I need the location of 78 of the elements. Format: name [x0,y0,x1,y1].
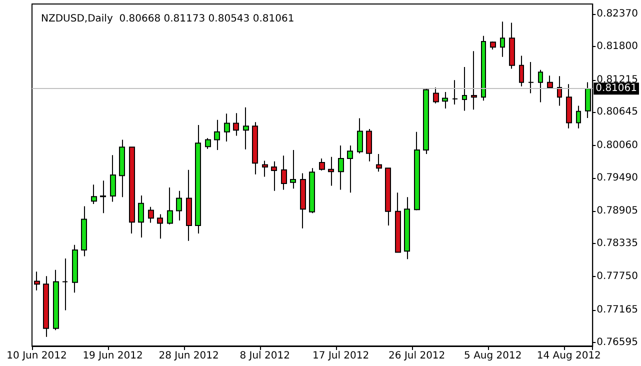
candlestick [519,55,524,87]
candlestick [262,160,268,178]
y-tick-label: 0.82370 [596,8,638,20]
candlestick [442,92,448,110]
text: NZDUSD,Daily 0.80668 0.81173 0.80543 0.81061 [41,14,294,24]
candlestick [300,172,306,229]
x-tick-label: 19 Jun 2012 [82,350,143,362]
candlestick [490,40,496,50]
y-tick-label: 0.78335 [596,238,638,249]
candlestick [328,156,334,186]
candlestick [119,139,125,198]
x-tick-label: 26 Jul 2012 [388,350,446,362]
candlestick [186,169,192,242]
candlestick [404,196,410,260]
candlestick [433,87,439,104]
candlestick [138,194,144,238]
candlestick [347,144,353,194]
candlestick [395,192,401,253]
candlestick [423,88,429,154]
x-tick-label: 28 Jun 2012 [158,350,219,362]
candlestick [319,158,325,171]
candlestick [72,244,78,294]
candlestick [528,61,534,94]
candlestick [233,112,239,136]
candlestick [366,128,372,162]
candlestick [214,119,220,151]
candlestick [481,35,486,102]
candlestick [471,50,477,110]
x-tick-label: 10 Jun 2012 [6,350,67,362]
y-tick-label: 0.80060 [596,140,638,151]
candlestick [452,80,458,106]
candlestick [500,21,505,58]
candlestick [338,144,344,190]
candlestick [547,75,553,88]
candlestick [290,150,296,190]
candlestick [357,118,363,154]
candlestick [566,84,572,129]
candlestick [53,269,59,331]
candlestick [195,124,201,234]
x-tick-label: 17 Jul 2012 [312,350,370,362]
y-tick-label: 0.78905 [596,206,638,217]
candlestick [176,190,182,221]
x-tick-label: 14 Aug 2012 [536,350,601,362]
candlestick [309,168,315,214]
candlestick [385,168,391,226]
candlestick [538,69,543,103]
ref-line-label: 0.81061 [596,83,638,94]
candlestick [91,184,97,204]
candlestick [100,180,106,214]
candlestick [509,22,515,70]
y-tick-label: 0.81800 [596,41,638,52]
y-tick-label: 0.80645 [596,106,638,118]
y-tick-label: 0.79490 [596,172,638,184]
y-tick-label: 0.77165 [596,304,638,316]
candlestick [557,76,562,106]
candlestick [34,271,40,291]
candlestick [243,106,249,150]
candlestick [271,160,277,192]
candlestick [148,206,154,224]
candlestick [205,138,211,150]
candlestick [110,154,116,202]
candlestick [81,206,87,257]
candlestick [281,155,287,190]
candlestick [43,276,49,338]
candlestick [462,66,467,112]
candlestick [224,113,230,142]
candlestick [167,187,173,225]
candlestick [252,122,258,175]
y-tick-label: 0.76595 [596,336,638,348]
candlestick [414,131,420,211]
y-tick-label: 0.77750 [596,271,638,282]
candlestick [62,258,68,311]
candlestick [376,153,382,172]
x-tick-label: 5 Aug 2012 [464,350,522,362]
candlestick [129,146,135,234]
x-tick-label: 8 Jul 2012 [240,350,290,362]
candlestick [576,105,581,129]
candlestick [157,214,163,240]
